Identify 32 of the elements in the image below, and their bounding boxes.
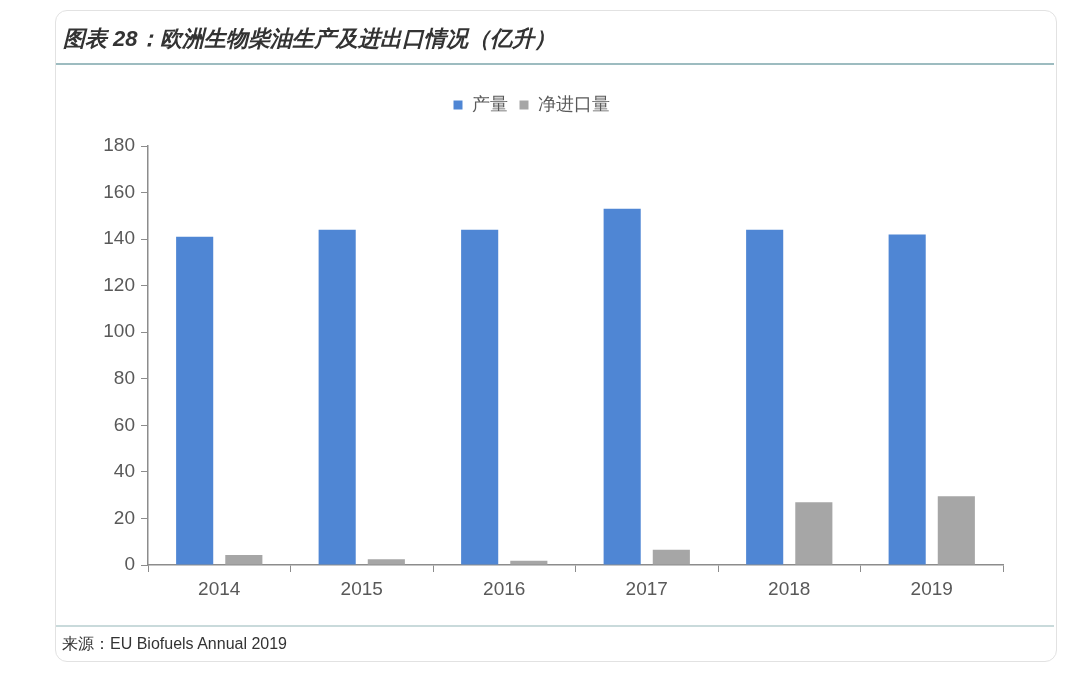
legend-label: 净进口量: [537, 93, 610, 114]
x-tick-label: 2019: [910, 577, 953, 599]
bar: [652, 549, 690, 565]
bar: [367, 559, 405, 565]
bar: [937, 496, 975, 565]
chart-title: 图表 28：欧洲生物柴油生产及进出口情况（亿升）: [63, 25, 556, 53]
y-tick-label: 160: [103, 180, 135, 202]
y-tick-label: 20: [113, 506, 135, 528]
y-tick-label: 0: [124, 553, 135, 575]
bar: [176, 236, 214, 565]
bar: [795, 502, 833, 565]
legend-label: 产量: [471, 93, 508, 114]
y-tick-label: 180: [103, 134, 135, 156]
bar: [746, 229, 784, 565]
x-tick-label: 2017: [625, 577, 668, 599]
x-tick-label: 2015: [340, 577, 383, 599]
bar: [225, 554, 263, 565]
y-tick-label: 40: [113, 460, 135, 482]
bar: [510, 560, 548, 565]
bar: [318, 229, 356, 565]
y-tick-label: 100: [103, 320, 135, 342]
y-tick-label: 140: [103, 227, 135, 249]
source-note: 来源：EU Biofuels Annual 2019: [62, 634, 288, 654]
y-tick-label: 80: [113, 367, 135, 389]
bar: [888, 234, 926, 565]
x-tick-label: 2018: [768, 577, 811, 599]
bar: [461, 229, 499, 565]
x-tick-label: 2014: [198, 577, 241, 599]
y-tick-label: 120: [103, 273, 135, 295]
bar: [603, 208, 641, 565]
y-tick-label: 60: [113, 413, 135, 435]
x-tick-label: 2016: [483, 577, 526, 599]
